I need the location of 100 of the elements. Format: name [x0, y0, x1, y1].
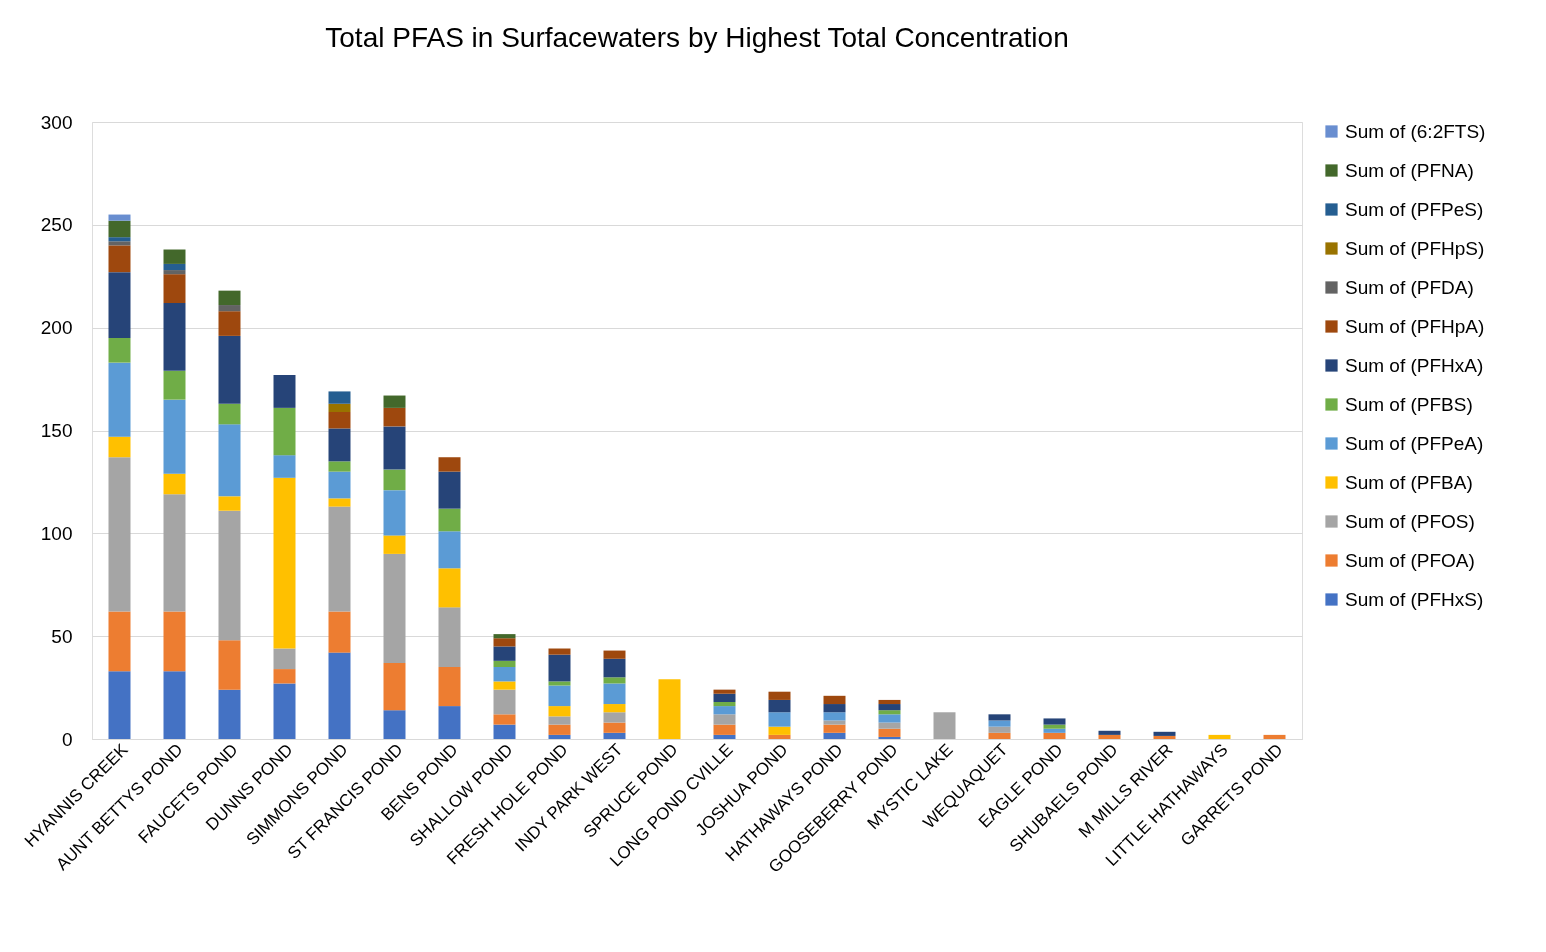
bar	[328, 428, 351, 462]
bar	[603, 677, 626, 684]
legend-label: Sum of (PFBA)	[1345, 471, 1473, 493]
bar	[823, 732, 846, 739]
bar	[548, 724, 571, 735]
y-tick-label: 150	[40, 420, 73, 441]
bar	[493, 646, 516, 661]
bar	[988, 732, 1011, 739]
bar	[1043, 732, 1066, 739]
bar	[1043, 728, 1066, 733]
bar	[328, 652, 351, 739]
y-tick-label: 0	[61, 728, 73, 750]
bar	[603, 650, 626, 659]
bar	[878, 728, 901, 737]
bar	[108, 671, 131, 739]
bar	[603, 704, 626, 713]
bar	[988, 714, 1011, 721]
bar	[163, 399, 186, 474]
bar	[1208, 734, 1231, 739]
legend-label: Sum of (PFNA)	[1345, 159, 1474, 181]
bar	[713, 701, 736, 707]
bar	[1153, 735, 1176, 739]
y-tick-label: 50	[51, 625, 73, 647]
bar	[768, 712, 791, 727]
y-tick-label: 250	[40, 214, 73, 236]
bar	[1263, 734, 1286, 739]
bar	[1043, 724, 1066, 729]
bar	[163, 274, 186, 303]
bar	[383, 426, 406, 470]
bar	[438, 667, 461, 707]
bar	[438, 508, 461, 532]
bar	[878, 736, 901, 739]
bar	[658, 679, 681, 739]
bar	[383, 490, 406, 536]
bar	[383, 469, 406, 491]
legend-label: Sum of (PFHxA)	[1345, 354, 1484, 376]
bar	[603, 712, 626, 723]
bar	[438, 531, 461, 569]
bar	[878, 722, 901, 729]
bar	[438, 607, 461, 668]
bar	[108, 237, 131, 242]
y-tick-label: 100	[40, 522, 73, 544]
bar	[163, 494, 186, 612]
bar	[1043, 718, 1066, 725]
bar	[218, 689, 241, 739]
legend-label: Sum of (PFPeA)	[1345, 432, 1484, 454]
bar	[823, 695, 846, 705]
bar	[438, 568, 461, 608]
bar	[603, 722, 626, 733]
bar	[878, 699, 901, 705]
legend-label: Sum of (PFHpA)	[1345, 315, 1485, 337]
bar	[768, 726, 791, 735]
bar	[768, 734, 791, 739]
legend-label: Sum of (PFPeS)	[1345, 198, 1484, 220]
bar	[823, 712, 846, 721]
y-tick-label: 300	[40, 111, 73, 133]
bar	[108, 436, 131, 458]
bar	[328, 391, 351, 404]
bar	[603, 732, 626, 739]
bar	[218, 403, 241, 425]
bar	[438, 457, 461, 472]
bar	[108, 337, 131, 363]
bar	[493, 660, 516, 668]
legend-label: Sum of (PFBS)	[1345, 393, 1473, 415]
bar	[108, 362, 131, 437]
bar	[163, 270, 186, 275]
bar	[493, 638, 516, 647]
bar	[548, 681, 571, 686]
legend-label: Sum of (PFOS)	[1345, 510, 1475, 532]
bar	[493, 681, 516, 690]
bar	[108, 220, 131, 238]
bar	[988, 726, 1011, 733]
bar	[218, 640, 241, 690]
bar	[108, 214, 131, 221]
bar	[383, 553, 406, 663]
bar	[383, 407, 406, 427]
bar	[163, 249, 186, 264]
bar	[493, 724, 516, 739]
bar	[218, 305, 241, 312]
bar	[163, 302, 186, 371]
bar	[823, 704, 846, 713]
bar	[218, 510, 241, 641]
bar	[163, 370, 186, 400]
bar	[493, 689, 516, 715]
bar	[218, 424, 241, 497]
bar	[548, 734, 571, 739]
bar	[603, 658, 626, 678]
bar	[163, 473, 186, 495]
bar	[108, 241, 131, 246]
bar	[163, 671, 186, 739]
bar	[328, 506, 351, 612]
bar	[713, 714, 736, 725]
bar	[548, 706, 571, 717]
bar	[768, 691, 791, 700]
legend-label: Sum of (PFOA)	[1345, 549, 1475, 571]
bar	[1098, 734, 1121, 739]
bar	[878, 714, 901, 723]
bar	[163, 263, 186, 271]
bar	[713, 689, 736, 694]
bar	[383, 535, 406, 554]
